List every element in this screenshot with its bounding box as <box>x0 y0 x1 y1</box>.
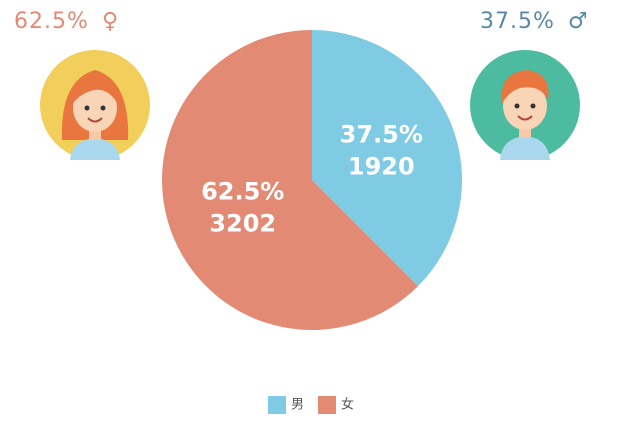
legend-label: 男 <box>291 398 304 413</box>
girl-avatar <box>40 50 150 160</box>
slice-percent: 37.5% <box>340 120 423 148</box>
legend-swatch <box>318 396 336 414</box>
boy-avatar <box>470 50 580 160</box>
corner-percent: 62.5% <box>14 9 89 34</box>
legend-swatch <box>268 396 286 414</box>
pie-slice <box>161 30 419 330</box>
gender-symbol: ♂ <box>568 9 589 34</box>
slice-count: 3202 <box>209 210 276 238</box>
slice-count: 1920 <box>348 152 415 180</box>
legend-label: 女 <box>341 397 354 413</box>
pie-slice <box>312 30 462 287</box>
gender-symbol: ♀ <box>102 9 119 34</box>
slice-percent: 62.5% <box>201 178 284 206</box>
corner-percent: 37.5% <box>480 9 555 34</box>
